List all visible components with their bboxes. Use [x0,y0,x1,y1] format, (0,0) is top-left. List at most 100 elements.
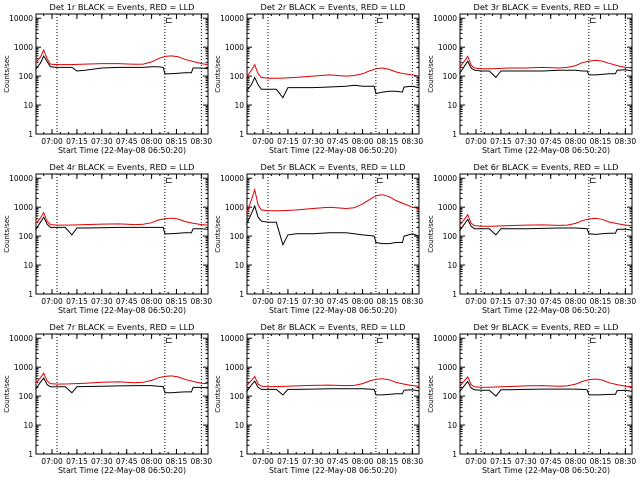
x-tick-label: 07:30 [302,457,324,466]
y-tick-label: 100 [230,392,245,401]
x-tick-label: 08:00 [141,297,163,306]
x-tick-label: 08:15 [590,297,612,306]
y-axis-label: Counts/sec [214,375,222,413]
y-tick-label: 10000 [433,14,457,23]
events-series-line [34,377,209,394]
y-tick-label: 1 [28,450,33,459]
x-tick-label: 07:15 [66,457,88,466]
y-tick-label: 10000 [220,174,244,183]
x-tick-label: 07:30 [302,137,324,146]
x-tick-label: 07:30 [515,297,537,306]
x-tick-label: 07:30 [91,297,113,306]
panel-title: Det 8r BLACK = Events, RED = LLD [261,322,406,332]
y-tick-label: 10 [23,421,33,430]
x-tick-label: 07:00 [465,137,487,146]
y-tick-label: 1000 [14,43,33,52]
x-axis-label: Start Time (22-May-08 06:50:20) [269,146,397,155]
x-tick-label: 08:30 [402,137,424,146]
x-tick-label: 07:45 [116,457,138,466]
y-tick-label: 1000 [14,363,33,372]
lld-series-line [459,213,633,227]
x-axis-label: Start Time (22-May-08 06:50:20) [482,146,610,155]
x-tick-label: 07:30 [302,297,324,306]
events-series-line [245,380,420,396]
plot-frame [246,173,420,295]
y-tick-label: 100 [230,72,245,81]
x-tick-label: 08:00 [141,137,163,146]
panel-title: Det 3r BLACK = Events, RED = LLD [474,2,619,12]
x-tick-label: 08:15 [590,457,612,466]
y-tick-label: 10000 [433,174,457,183]
x-tick-label: 08:15 [590,137,612,146]
plot-frame [35,13,209,135]
lld-series-line [245,187,420,214]
x-tick-label: 07:00 [41,457,63,466]
y-tick-label: 1000 [438,43,457,52]
x-tick-label: 07:15 [490,297,512,306]
y-axis-label: Counts/sec [3,55,11,93]
y-axis-label: Counts/sec [3,375,11,413]
x-tick-label: 08:30 [402,297,424,306]
y-tick-label: 10 [447,261,457,270]
panel-title: Det 1r BLACK = Events, RED = LLD [50,2,195,12]
x-tick-label: 08:15 [166,457,188,466]
x-tick-label: 08:00 [352,297,374,306]
x-tick-label: 07:45 [116,297,138,306]
y-axis-label: Counts/sec [427,375,435,413]
y-tick-label: 10000 [9,174,33,183]
x-tick-label: 07:45 [540,457,562,466]
y-tick-label: 10000 [9,14,33,23]
y-tick-label: 1 [28,130,33,139]
plot-frame [246,13,420,135]
x-tick-label: 08:15 [377,297,399,306]
x-tick-label: 07:45 [327,457,349,466]
y-tick-label: 10000 [220,14,244,23]
x-tick-label: 07:00 [41,297,63,306]
x-tick-label: 07:15 [66,137,88,146]
y-tick-label: 1000 [438,363,457,372]
y-tick-label: 1 [239,290,244,299]
lld-series-line [35,372,209,385]
x-tick-label: 08:00 [565,297,587,306]
lld-series-line [459,375,633,388]
events-series-line [458,60,633,79]
plot-frame [459,333,633,455]
events-series-line [34,216,209,236]
events-series-line [35,54,209,75]
y-axis-label: Counts/sec [214,215,222,253]
lld-series-line [458,55,633,70]
y-tick-label: 10 [234,261,244,270]
y-tick-label: 10000 [9,334,33,343]
y-tick-label: 1000 [225,203,244,212]
x-axis-label: Start Time (22-May-08 06:50:20) [269,466,397,475]
x-tick-label: 07:45 [327,297,349,306]
y-tick-label: 1000 [225,363,244,372]
plot-frame [459,173,633,295]
y-tick-label: 100 [443,72,458,81]
events-series-line [459,380,633,397]
bracket-marker-icon: ⊏ [165,176,173,186]
bracket-marker-icon: ⊏ [165,16,173,26]
x-tick-label: 07:15 [277,457,299,466]
x-tick-label: 08:30 [191,137,213,146]
x-axis-label: Start Time (22-May-08 06:50:20) [482,306,610,315]
y-tick-label: 1 [239,450,244,459]
bracket-marker-icon: ⊏ [589,336,597,346]
x-tick-label: 08:30 [615,457,637,466]
bracket-marker-icon: ⊏ [376,176,384,186]
panel-title: Det 6r BLACK = Events, RED = LLD [474,162,619,172]
y-tick-label: 10 [234,101,244,110]
y-tick-label: 10 [23,101,33,110]
events-series-line [246,76,420,99]
x-axis-label: Start Time (22-May-08 06:50:20) [269,306,397,315]
x-tick-label: 07:45 [116,137,138,146]
x-tick-label: 08:30 [191,297,213,306]
y-tick-label: 10 [447,101,457,110]
